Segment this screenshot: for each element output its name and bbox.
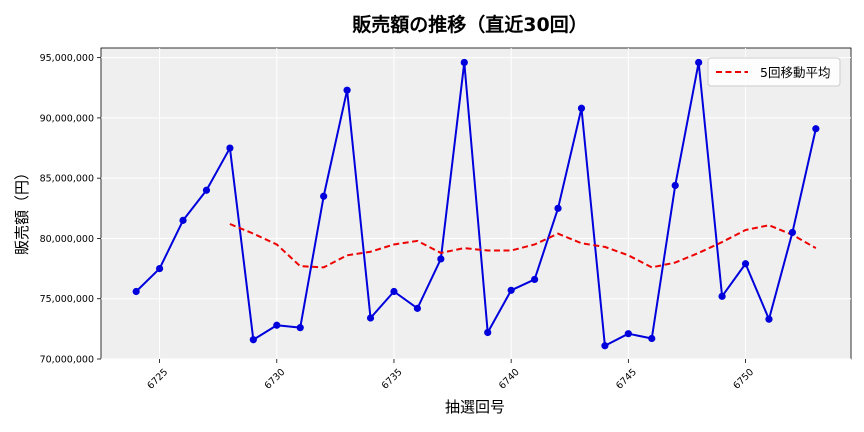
data-point-sales [671,181,679,190]
y-axis-ticks: 70,000,000 75,000,000 80,000,000 85,000,000… [40,53,101,366]
data-point-sales [718,292,726,300]
series-layer [132,58,820,350]
data-point-sales [695,58,703,67]
x-axis-label: 抽選回号 [445,398,505,416]
data-point-sales [577,104,586,112]
data-point-sales [390,287,398,296]
y-tick-label: 75,000,000 [40,294,94,305]
data-point-sales [296,324,304,332]
data-point-sales [132,287,140,296]
x-axis-ticks: 6725 6730 6735 6740 6745 6750 [145,359,756,392]
data-point-sales [155,264,164,273]
legend-box [707,57,841,87]
data-point-sales [202,186,211,194]
data-point-sales [765,315,773,323]
y-tick-label: 70,000,000 [40,355,94,366]
data-point-sales [788,228,797,237]
data-point-sales [507,286,515,294]
data-point-sales [249,336,257,344]
x-tick-label: 6745 [614,367,639,392]
data-point-sales [741,260,750,268]
data-point-sales [812,125,820,133]
data-point-sales [460,58,468,67]
x-tick-label: 6730 [263,367,288,392]
data-point-sales [530,275,539,284]
data-point-sales [320,192,328,200]
data-point-sales [624,330,632,338]
data-point-sales [226,144,234,152]
data-point-sales [484,328,492,337]
data-point-sales [601,342,609,350]
x-tick-label: 6740 [497,367,522,392]
y-tick-label: 80,000,000 [40,234,94,245]
legend: 5回移動平均 [707,57,841,87]
x-tick-label: 6750 [731,367,756,392]
x-tick-label: 6725 [145,367,170,392]
data-point-sales [179,216,187,224]
data-point-sales [366,314,375,322]
y-axis-label: 販売額（円） [13,165,31,255]
legend-label-moving-average: 5回移動平均 [760,65,830,80]
data-point-sales [437,255,445,263]
data-point-sales [343,86,351,94]
chart-title: 販売額の推移（直近30回） [352,13,587,36]
data-point-sales [554,204,562,212]
x-tick-label: 6735 [380,367,405,392]
y-tick-label: 95,000,000 [40,53,94,64]
data-point-sales [273,321,281,329]
data-point-sales [413,304,422,312]
data-point-sales [648,334,656,343]
y-tick-label: 90,000,000 [40,113,94,124]
series-line-sales [135,61,817,347]
y-tick-label: 85,000,000 [40,174,94,185]
series-line-moving-average [229,223,817,269]
